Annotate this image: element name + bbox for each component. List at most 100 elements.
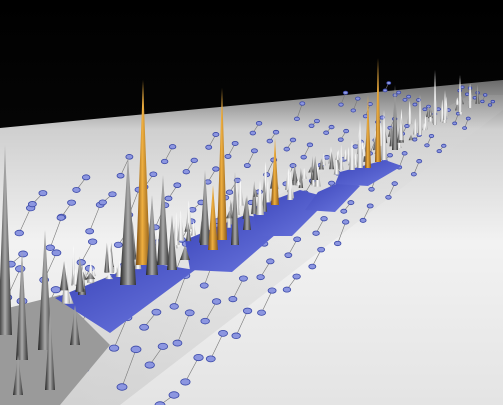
dot (131, 346, 141, 353)
dot (185, 310, 194, 316)
dot (397, 91, 401, 94)
dot (51, 287, 61, 293)
dot (309, 124, 314, 128)
dot (232, 333, 241, 339)
dot (437, 150, 442, 153)
dot (473, 97, 477, 100)
dot (314, 119, 319, 123)
dot (293, 274, 301, 279)
dot (324, 155, 330, 159)
page: (() => { JSON.parse(document.getElementB… (0, 0, 503, 405)
dot (150, 172, 157, 177)
dot (491, 100, 495, 103)
dot (201, 318, 210, 324)
dot (243, 308, 252, 314)
dot (158, 343, 168, 349)
dot (313, 231, 320, 235)
dot (117, 384, 127, 391)
dot (244, 163, 250, 167)
dot (28, 201, 36, 206)
dot (329, 125, 334, 129)
dot (19, 251, 28, 257)
dot (181, 379, 191, 385)
dot (117, 173, 124, 178)
dot (386, 195, 392, 199)
dot (417, 159, 422, 163)
dot (52, 250, 61, 256)
dot (383, 89, 387, 92)
dot (368, 102, 373, 105)
dot (300, 102, 305, 106)
dot (387, 82, 391, 85)
dot (226, 190, 233, 194)
dot (392, 182, 398, 186)
dot (267, 139, 273, 143)
dot (82, 175, 90, 180)
dot (290, 138, 296, 142)
dot (453, 122, 457, 125)
dot (165, 196, 172, 201)
dot (402, 152, 407, 156)
dot (318, 247, 325, 252)
dot (169, 144, 176, 148)
dot (267, 259, 275, 264)
dot (339, 103, 344, 106)
dot (109, 345, 119, 351)
dot (256, 121, 262, 125)
dot (191, 158, 198, 162)
dot (174, 183, 181, 188)
dot (99, 200, 107, 205)
dot (334, 241, 341, 245)
dot (229, 296, 237, 301)
dot (68, 200, 76, 205)
dot (152, 309, 161, 315)
dot (77, 260, 86, 266)
dot (284, 147, 290, 151)
dot (213, 167, 220, 171)
dot (369, 187, 375, 191)
dot (194, 354, 204, 360)
dot (251, 149, 257, 153)
dot (341, 209, 347, 213)
dot (342, 220, 349, 224)
dot (232, 141, 238, 145)
dot (145, 362, 155, 368)
dot (403, 98, 407, 101)
dot (301, 155, 307, 159)
dot (465, 93, 469, 96)
dot (356, 97, 361, 100)
dot (239, 276, 247, 281)
dot (170, 304, 179, 310)
dot (161, 159, 168, 163)
dot (429, 134, 434, 137)
dot (413, 103, 417, 106)
dot (183, 170, 190, 174)
dot (73, 187, 81, 192)
dot (219, 330, 228, 336)
dot (387, 153, 392, 157)
dot (189, 207, 196, 212)
dot (324, 131, 329, 135)
dot (258, 310, 266, 315)
dot (344, 129, 349, 133)
dot (461, 86, 465, 89)
dot (206, 145, 212, 149)
dot (407, 95, 411, 98)
dot (173, 340, 182, 346)
dot (441, 144, 446, 147)
dot (126, 154, 133, 159)
dot (488, 104, 492, 107)
dot (353, 145, 358, 149)
dot (466, 117, 470, 120)
dot (212, 299, 221, 305)
dot (321, 217, 328, 221)
dot (329, 181, 335, 185)
dot (360, 218, 366, 222)
dot (114, 242, 122, 247)
dot (206, 356, 215, 362)
dot (46, 245, 55, 251)
dot (309, 264, 316, 269)
dot (39, 190, 47, 195)
dot (285, 253, 292, 258)
dot (268, 288, 276, 293)
